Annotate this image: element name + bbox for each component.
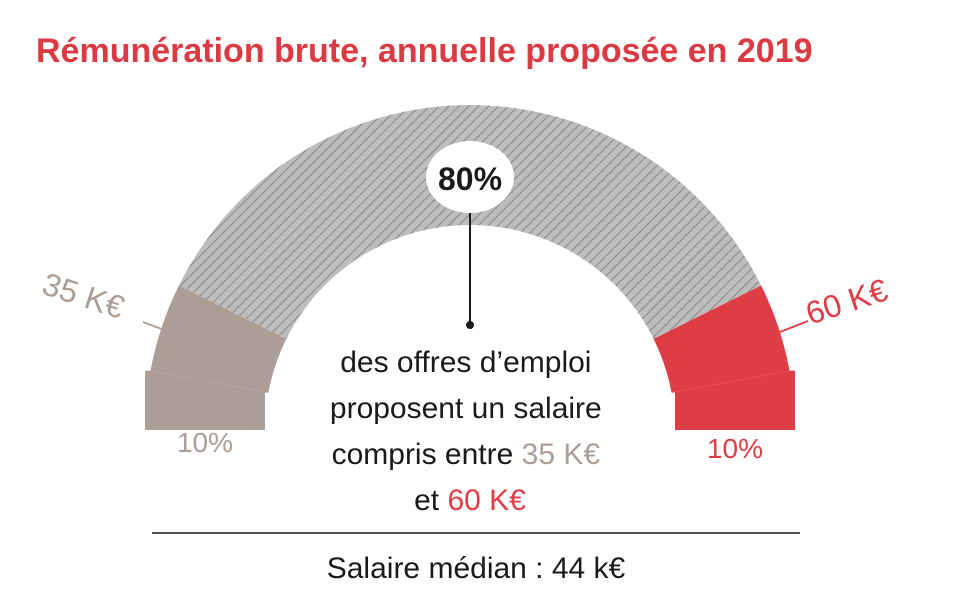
boundary-label-high: 60 K€ xyxy=(801,271,892,331)
chart-title: Rémunération brute, annuelle proposée en… xyxy=(36,32,813,70)
gauge-segment-high-base xyxy=(671,370,795,430)
center-text-line4: et 60 K€ xyxy=(414,484,526,517)
center-text-line2: proposent un salaire xyxy=(330,392,602,425)
percentage-bubble xyxy=(426,141,514,213)
gauge-segment-low xyxy=(150,285,287,393)
gauge-segment-high xyxy=(653,285,790,393)
center-text: des offres d’emploi proposent un salaire… xyxy=(330,346,610,517)
boundary-tick-low xyxy=(142,321,173,334)
boundary-label-low: 35 K€ xyxy=(38,265,129,325)
median-salary-label: Salaire médian : 44 k€ xyxy=(327,552,626,585)
segment-label-high: 10% xyxy=(707,433,763,464)
segment-label-low: 10% xyxy=(177,427,233,458)
center-text-high-value: 60 K€ xyxy=(447,484,526,517)
segment-label-middle: 80% xyxy=(438,161,502,197)
center-text-line1: des offres d’emploi xyxy=(340,346,591,379)
center-text-low-value: 35 K€ xyxy=(522,438,601,471)
center-text-line3-prefix: compris entre xyxy=(332,438,522,471)
bubble-pointer-dot xyxy=(466,321,474,329)
boundary-tick-high xyxy=(779,320,809,333)
center-text-line4-prefix: et xyxy=(414,484,447,517)
gauge-segment-low-base xyxy=(145,370,269,430)
center-text-line3: compris entre 35 K€ xyxy=(332,438,601,471)
